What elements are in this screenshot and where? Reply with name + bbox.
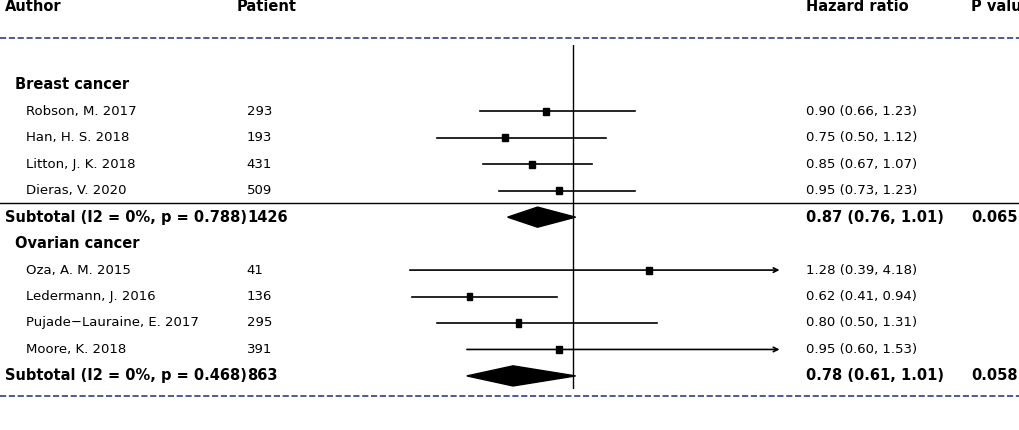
Bar <box>529 161 534 168</box>
Text: 0.058: 0.058 <box>970 369 1017 384</box>
Text: Moore, K. 2018: Moore, K. 2018 <box>25 343 125 356</box>
Text: Litton, J. K. 2018: Litton, J. K. 2018 <box>25 158 135 171</box>
Bar <box>556 187 561 194</box>
Text: 863: 863 <box>247 369 277 384</box>
Text: 0.87 (0.76, 1.01): 0.87 (0.76, 1.01) <box>805 210 943 224</box>
Text: Dieras, V. 2020: Dieras, V. 2020 <box>25 184 126 197</box>
Bar <box>646 267 651 273</box>
Text: 0.065: 0.065 <box>970 210 1017 224</box>
Bar <box>556 346 561 353</box>
Text: Oza, A. M. 2015: Oza, A. M. 2015 <box>25 264 130 276</box>
Text: 193: 193 <box>247 131 272 144</box>
Text: 0.80 (0.50, 1.31): 0.80 (0.50, 1.31) <box>805 316 916 329</box>
Text: 41: 41 <box>247 264 264 276</box>
Text: Author: Author <box>5 0 62 14</box>
Text: Pujade−Lauraine, E. 2017: Pujade−Lauraine, E. 2017 <box>25 316 198 329</box>
Text: Subtotal (I2 = 0%, p = 0.468): Subtotal (I2 = 0%, p = 0.468) <box>5 369 247 384</box>
Text: 391: 391 <box>247 343 272 356</box>
Bar <box>516 319 521 326</box>
Bar <box>501 134 507 141</box>
Text: Patient: Patient <box>236 0 297 14</box>
Text: 0.95 (0.60, 1.53): 0.95 (0.60, 1.53) <box>805 343 916 356</box>
Text: 0.90 (0.66, 1.23): 0.90 (0.66, 1.23) <box>805 105 916 118</box>
Text: 509: 509 <box>247 184 272 197</box>
Text: 0.75 (0.50, 1.12): 0.75 (0.50, 1.12) <box>805 131 916 144</box>
Text: 1.28 (0.39, 4.18): 1.28 (0.39, 4.18) <box>805 264 916 276</box>
Text: 0.62 (0.41, 0.94): 0.62 (0.41, 0.94) <box>805 290 916 303</box>
Text: 1426: 1426 <box>247 210 287 224</box>
Text: Robson, M. 2017: Robson, M. 2017 <box>25 105 136 118</box>
Text: Subtotal (I2 = 0%, p = 0.788): Subtotal (I2 = 0%, p = 0.788) <box>5 210 247 224</box>
Text: 136: 136 <box>247 290 272 303</box>
Bar <box>542 108 548 115</box>
Text: 0.85 (0.67, 1.07): 0.85 (0.67, 1.07) <box>805 158 916 171</box>
Polygon shape <box>507 207 575 227</box>
Text: Han, H. S. 2018: Han, H. S. 2018 <box>25 131 128 144</box>
Text: 0.95 (0.73, 1.23): 0.95 (0.73, 1.23) <box>805 184 916 197</box>
Text: Ovarian cancer: Ovarian cancer <box>15 236 140 251</box>
Polygon shape <box>467 366 575 386</box>
Text: Hazard ratio: Hazard ratio <box>805 0 908 14</box>
Text: Breast cancer: Breast cancer <box>15 77 129 92</box>
Text: P value: P value <box>970 0 1019 14</box>
Text: 295: 295 <box>247 316 272 329</box>
Bar <box>467 293 472 300</box>
Text: 431: 431 <box>247 158 272 171</box>
Text: 0.78 (0.61, 1.01): 0.78 (0.61, 1.01) <box>805 369 943 384</box>
Text: 293: 293 <box>247 105 272 118</box>
Text: Ledermann, J. 2016: Ledermann, J. 2016 <box>25 290 155 303</box>
